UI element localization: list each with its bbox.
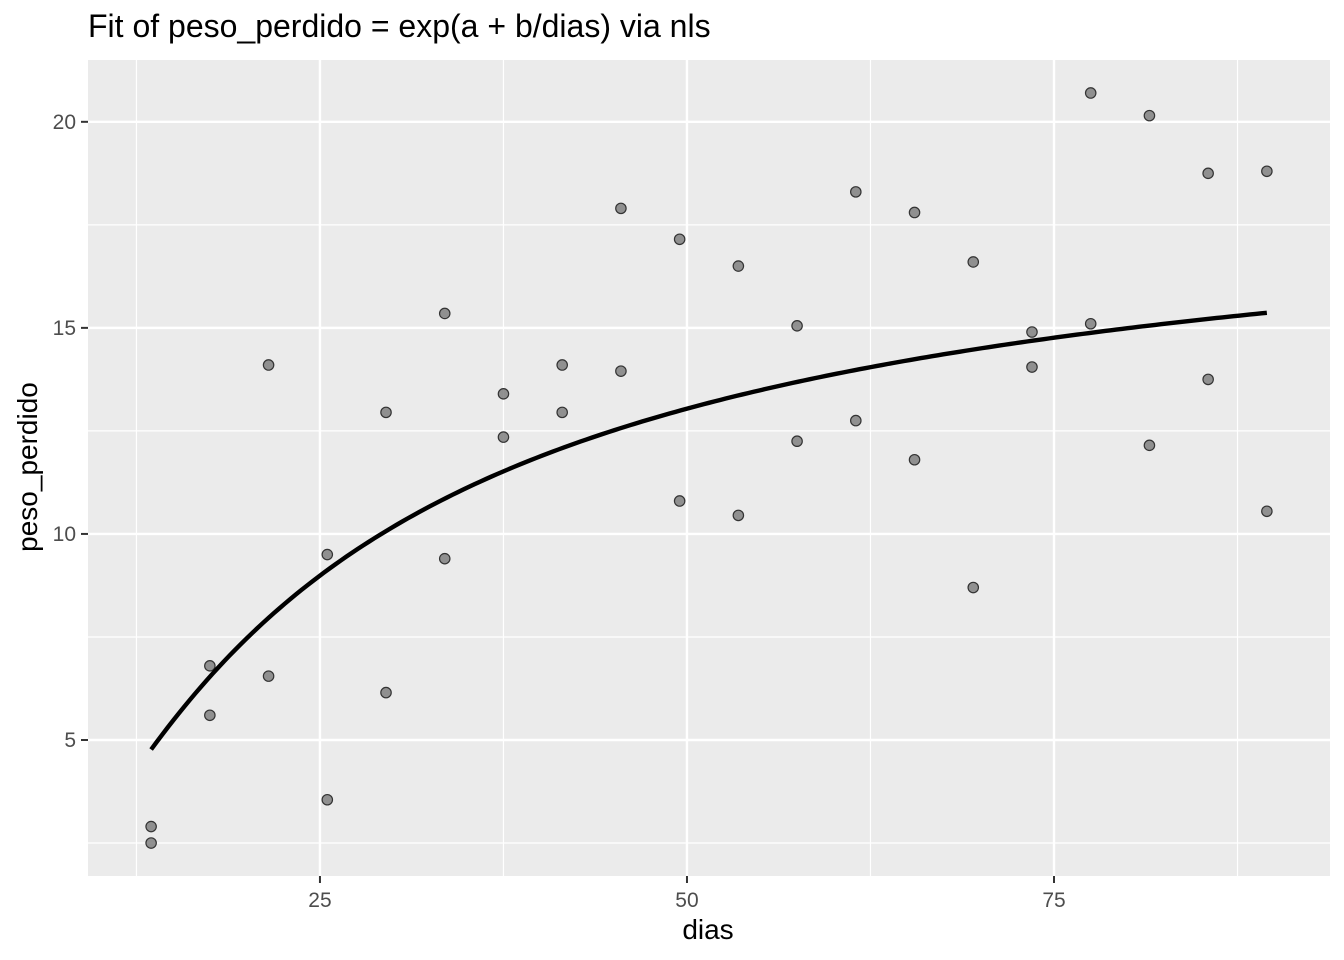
data-point	[321, 793, 334, 806]
data-point	[1202, 373, 1214, 386]
data-point	[850, 414, 862, 427]
data-point	[497, 388, 510, 400]
data-point	[615, 365, 627, 377]
data-point	[145, 837, 157, 849]
data-point	[615, 202, 627, 215]
data-point	[1261, 505, 1273, 518]
data-point	[1084, 317, 1097, 330]
data-point	[204, 660, 216, 672]
chart-title: Fit of peso_perdido = exp(a + b/dias) vi…	[88, 8, 711, 44]
data-point	[732, 509, 745, 522]
y-tick-label: 20	[53, 111, 76, 134]
x-axis-title: dias	[682, 914, 733, 945]
x-tick-label: 50	[675, 889, 698, 912]
data-point	[673, 495, 686, 507]
data-point	[1261, 165, 1273, 178]
data-point	[262, 359, 275, 371]
data-point	[1084, 87, 1097, 99]
plot-panel	[88, 60, 1330, 876]
data-point	[1143, 109, 1156, 122]
data-points	[145, 87, 1273, 849]
data-point	[908, 453, 921, 466]
data-point	[497, 431, 510, 443]
data-point	[673, 233, 686, 246]
x-tick-label: 75	[1042, 889, 1065, 912]
y-tick-label: 5	[64, 729, 76, 752]
x-tick-label: 25	[308, 889, 331, 912]
data-point	[321, 548, 334, 561]
data-point	[145, 820, 157, 833]
data-point	[380, 686, 392, 699]
data-point	[967, 581, 980, 594]
data-point	[850, 186, 862, 198]
data-point	[791, 320, 803, 332]
fit-curve	[149, 310, 1268, 751]
data-point	[380, 406, 392, 419]
data-point	[262, 670, 275, 682]
data-point	[438, 307, 451, 320]
data-point	[791, 435, 803, 448]
y-axis-title: peso_perdido	[12, 382, 43, 552]
minor-gridlines	[88, 60, 1330, 876]
data-point	[732, 260, 745, 272]
y-tick-label: 15	[53, 317, 76, 340]
data-point	[204, 709, 216, 722]
data-point	[967, 256, 980, 268]
data-point	[556, 359, 568, 371]
data-point	[438, 552, 451, 565]
x-axis: 25 50 75	[308, 876, 1066, 912]
data-point	[1202, 167, 1214, 180]
data-point	[556, 406, 568, 419]
y-axis: 5 10 15 20	[53, 111, 88, 752]
data-point	[908, 206, 921, 219]
data-point	[1026, 361, 1038, 373]
data-point	[1143, 439, 1156, 452]
data-point	[1026, 326, 1038, 338]
y-tick-label: 10	[53, 523, 76, 546]
